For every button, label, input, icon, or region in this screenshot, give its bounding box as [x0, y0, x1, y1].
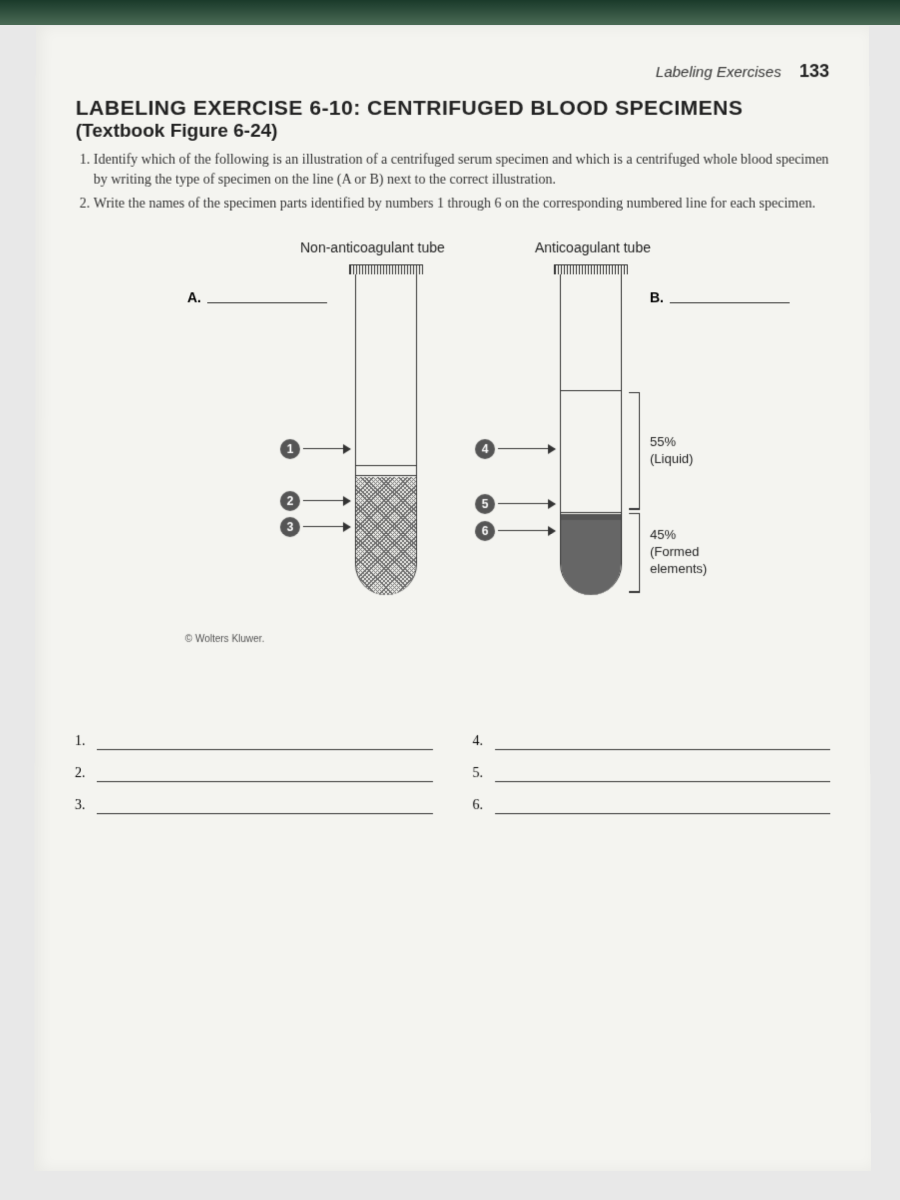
- liquid-percent: 55%: [650, 434, 676, 449]
- ans-num-1: 1.: [75, 734, 97, 750]
- blank-line-b[interactable]: [670, 302, 790, 303]
- page-header: Labeling Exercises 133: [76, 61, 830, 82]
- answer-col-right: 4. 5. 6.: [473, 734, 831, 830]
- exercise-title: LABELING EXERCISE 6-10: CENTRIFUGED BLOO…: [76, 97, 830, 121]
- ans-line-1[interactable]: [97, 736, 433, 750]
- marker-6: 6: [475, 521, 495, 541]
- marker-5: 5: [475, 494, 495, 514]
- ans-line-5[interactable]: [495, 768, 831, 782]
- page-number: 133: [799, 61, 829, 82]
- right-tube-caption: Anticoagulant tube: [535, 239, 651, 255]
- arrow-4: [498, 448, 555, 449]
- ans-line-2[interactable]: [97, 768, 433, 782]
- arrow-1: [303, 448, 350, 449]
- arrow-6: [498, 530, 555, 531]
- section-label: Labeling Exercises: [656, 64, 782, 81]
- anticoagulant-tube: [560, 264, 622, 595]
- ans-line-3[interactable]: [97, 800, 433, 814]
- ans-num-3: 3.: [75, 798, 97, 814]
- bracket-liquid-label: 55% (Liquid): [650, 434, 693, 468]
- marker-4: 4: [475, 439, 495, 459]
- marker-2: 2: [280, 491, 300, 511]
- bracket-liquid: [630, 392, 640, 510]
- instructions-list: Identify which of the following is an il…: [76, 151, 830, 215]
- formed-percent: 45%: [650, 527, 676, 542]
- instruction-2: Write the names of the specimen parts id…: [93, 194, 829, 214]
- bracket-formed: [630, 513, 640, 593]
- arrow-5: [498, 503, 555, 504]
- answer-lines: 1. 2. 3. 4. 5. 6.: [75, 734, 831, 830]
- book-edge: [0, 0, 900, 25]
- exercise-subtitle: (Textbook Figure 6-24): [76, 121, 830, 143]
- marker-3: 3: [280, 517, 300, 537]
- left-tube-caption: Non-anticoagulant tube: [300, 239, 445, 255]
- page: Labeling Exercises 133 LABELING EXERCISE…: [34, 26, 871, 1171]
- marker-1: 1: [280, 439, 300, 459]
- ans-num-6: 6.: [473, 798, 495, 814]
- ans-num-4: 4.: [473, 734, 495, 750]
- ans-num-5: 5.: [473, 766, 495, 782]
- diagram: Non-anticoagulant tube Anticoagulant tub…: [75, 239, 830, 719]
- label-a: A.: [187, 289, 201, 305]
- label-b: B.: [650, 289, 664, 305]
- ans-line-6[interactable]: [495, 800, 831, 814]
- arrow-2: [303, 500, 350, 501]
- copyright: © Wolters Kluwer.: [185, 634, 264, 645]
- answer-col-left: 1. 2. 3.: [75, 734, 433, 830]
- liquid-desc: (Liquid): [650, 451, 693, 466]
- bracket-formed-label: 45% (Formed elements): [650, 527, 707, 578]
- ans-num-2: 2.: [75, 766, 97, 782]
- instruction-1: Identify which of the following is an il…: [94, 151, 830, 191]
- ans-line-4[interactable]: [495, 736, 831, 750]
- formed-desc2: elements): [650, 561, 707, 576]
- non-anticoagulant-tube: [355, 264, 417, 595]
- blank-line-a[interactable]: [207, 302, 327, 303]
- formed-desc: (Formed: [650, 544, 699, 559]
- arrow-3: [303, 526, 350, 527]
